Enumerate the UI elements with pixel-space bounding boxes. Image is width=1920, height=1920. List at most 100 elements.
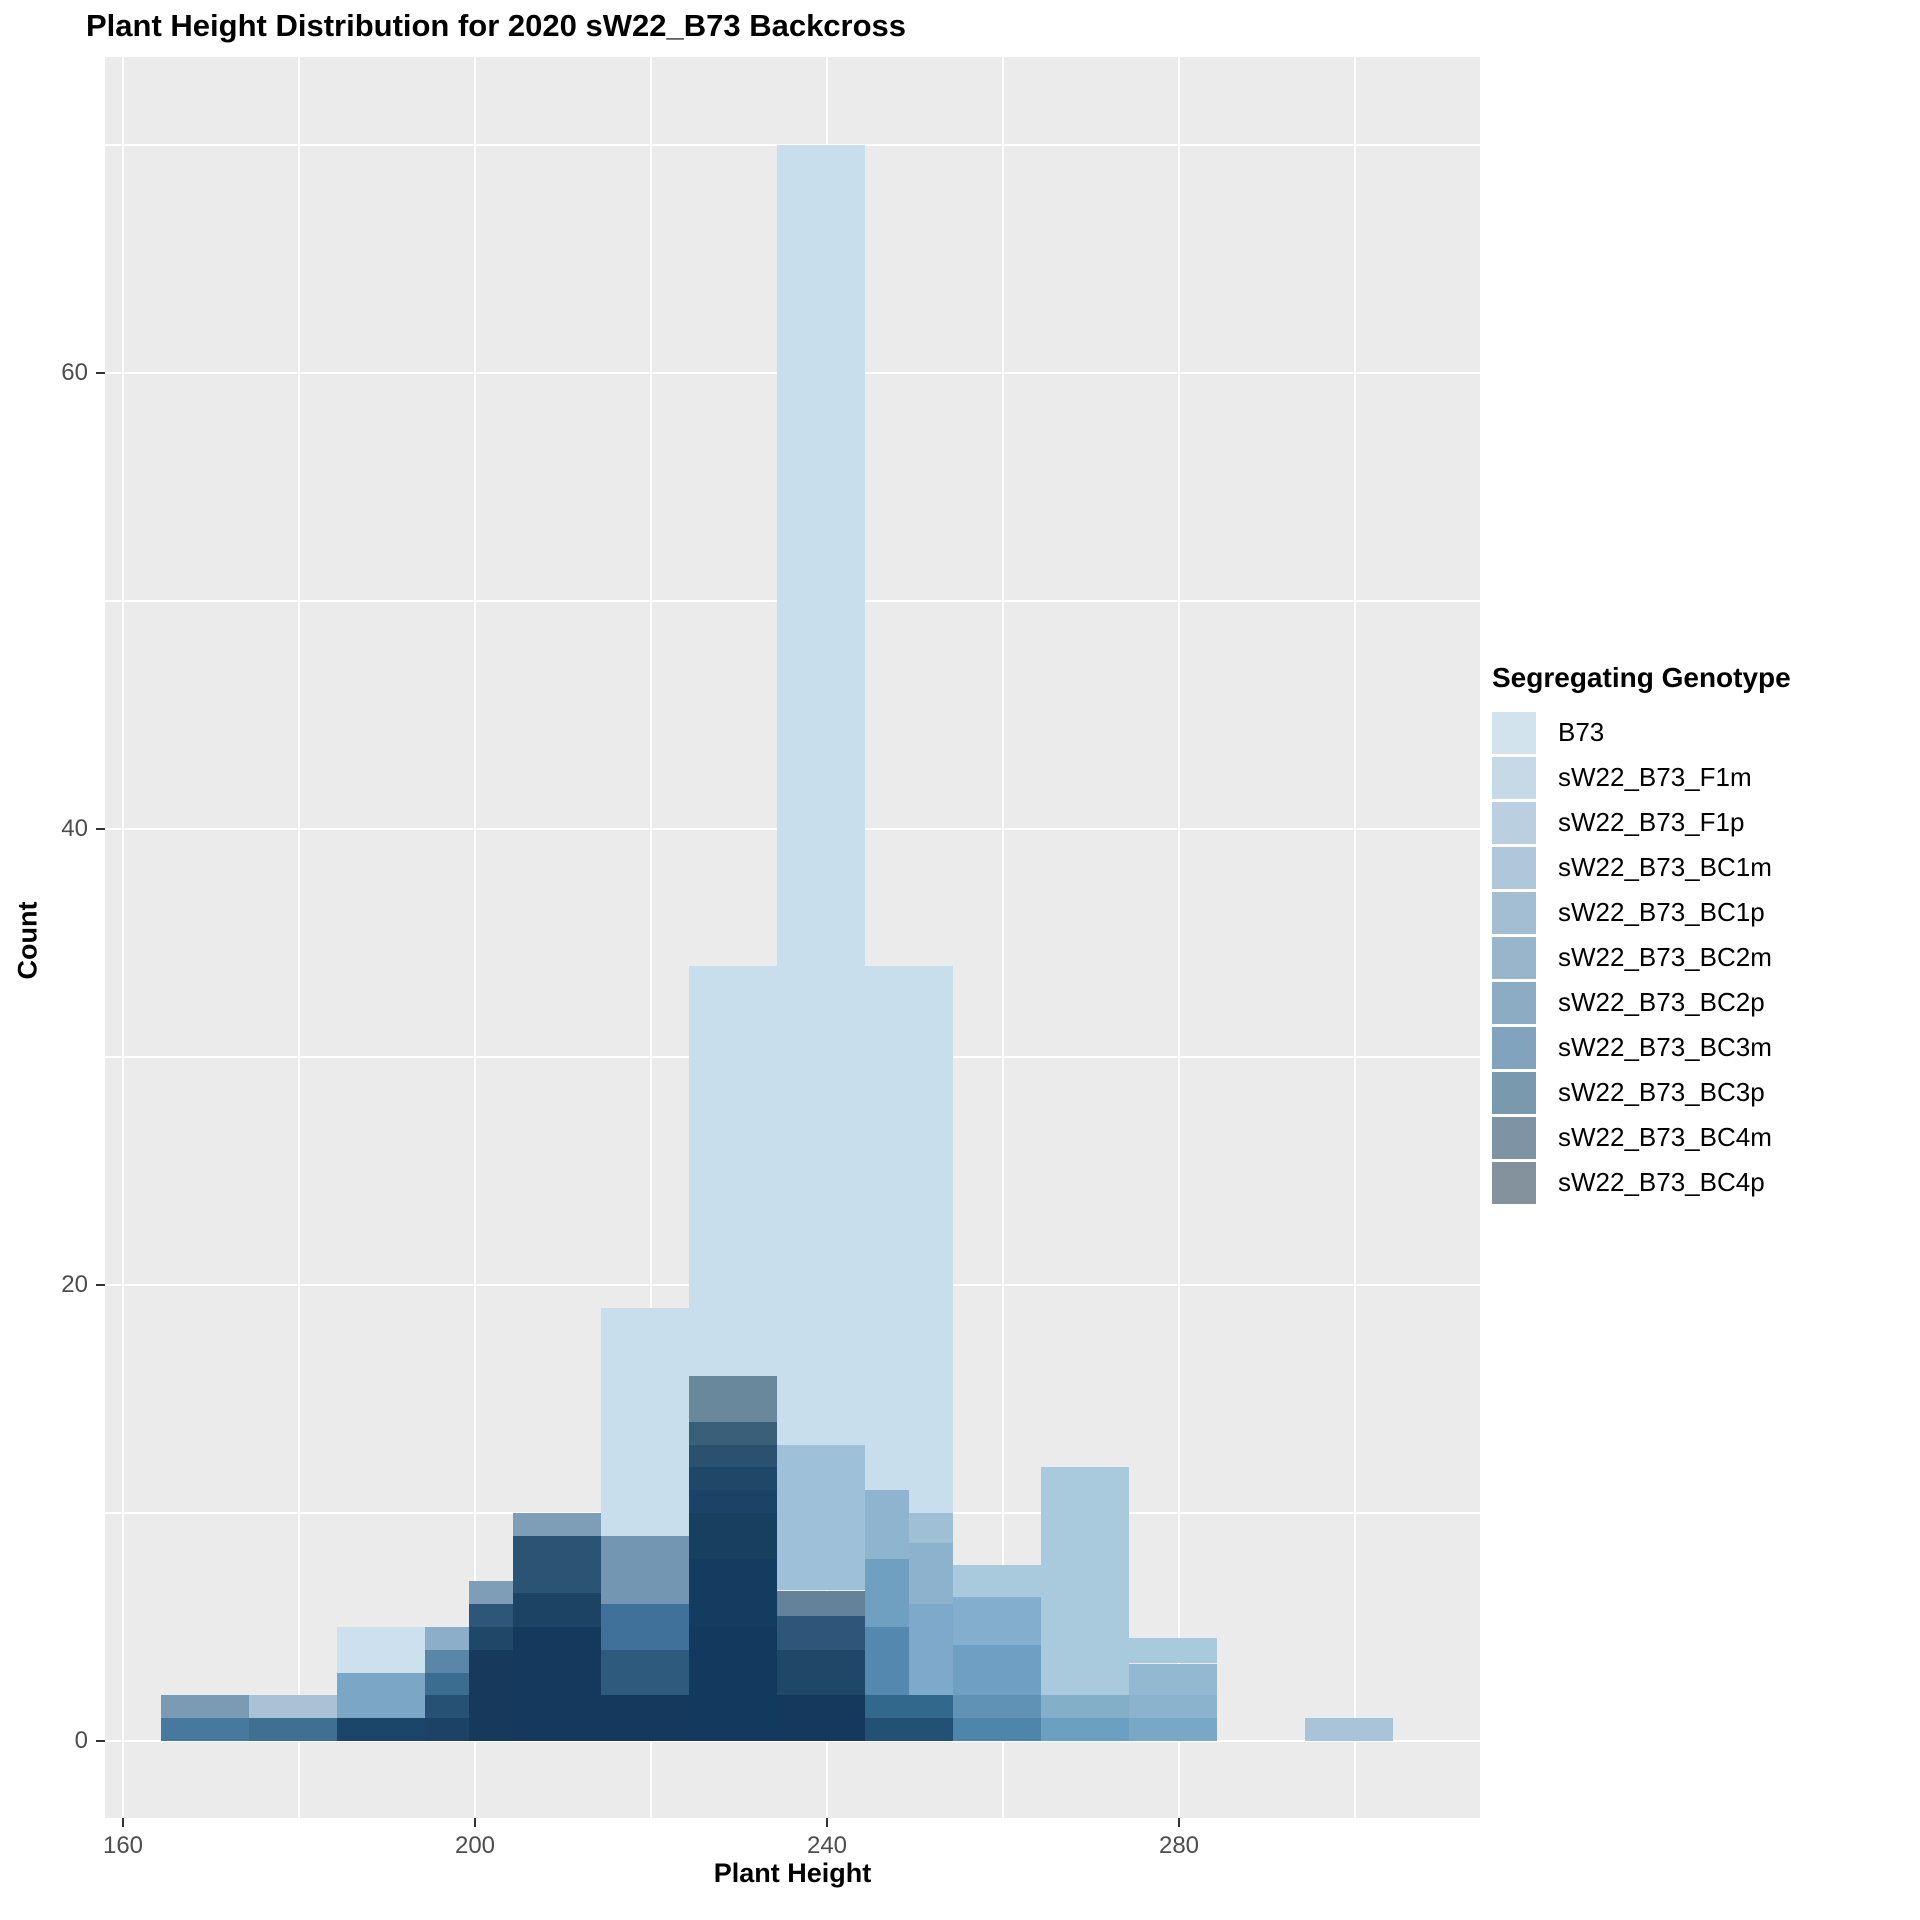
bar-segment-x265 bbox=[1041, 1695, 1085, 1719]
bar-segment-x240 bbox=[821, 1649, 865, 1696]
bar-segment-x250 bbox=[909, 1718, 953, 1741]
bar-segment-x275 bbox=[1129, 1718, 1173, 1741]
bar-segment-x175 bbox=[249, 1695, 293, 1719]
bar-segment-x250 bbox=[909, 1542, 953, 1605]
bar-segment-x180 bbox=[293, 1695, 337, 1719]
bar-segment-x250 bbox=[909, 965, 953, 1513]
bar-segment-x215 bbox=[601, 1695, 645, 1741]
bar-segment-x235 bbox=[777, 1695, 821, 1741]
bar-segment-x235 bbox=[777, 1444, 821, 1591]
bar-segment-x230 bbox=[733, 1467, 777, 1491]
legend-item-B73: B73 bbox=[1492, 710, 1916, 755]
legend-label: sW22_B73_F1p bbox=[1558, 807, 1745, 837]
bar-segment-x220 bbox=[645, 1307, 689, 1536]
bar-segment-x255 bbox=[953, 1718, 997, 1741]
gridline-x-minor-260 bbox=[1002, 57, 1004, 1818]
x-tick-label-240: 240 bbox=[806, 1832, 848, 1859]
gridline-x-minor-300 bbox=[1354, 57, 1356, 1818]
bar-segment-x220 bbox=[645, 1649, 689, 1696]
bar-segment-x215 bbox=[601, 1535, 645, 1605]
bar-segment-x280 bbox=[1173, 1638, 1217, 1664]
bar-segment-x230 bbox=[733, 1558, 777, 1627]
y-tick-mark-0 bbox=[96, 1739, 105, 1743]
bar-segment-x260 bbox=[997, 1695, 1041, 1719]
bar-segment-x225 bbox=[689, 1513, 733, 1559]
legend-swatch-B73 bbox=[1492, 711, 1536, 754]
bar-segment-x270 bbox=[1085, 1695, 1129, 1719]
legend-label: sW22_B73_F1m bbox=[1558, 762, 1752, 792]
legend-item-sW22_B73_BC4m: sW22_B73_BC4m bbox=[1492, 1115, 1916, 1160]
bar-segment-x255 bbox=[953, 1645, 997, 1696]
x-tick-mark-280 bbox=[1177, 1818, 1181, 1827]
bar-segment-x180 bbox=[293, 1718, 337, 1741]
bar-segment-x230 bbox=[733, 1376, 777, 1422]
bar-segment-x215 bbox=[601, 1604, 645, 1650]
bar-segment-x225 bbox=[689, 1467, 733, 1491]
bar-segment-x200 bbox=[469, 1649, 513, 1741]
bar-segment-x260 bbox=[997, 1718, 1041, 1741]
bar-segment-x195 bbox=[425, 1718, 469, 1741]
bar-segment-x225 bbox=[689, 1627, 733, 1741]
bar-segment-x280 bbox=[1173, 1663, 1217, 1696]
bar-segment-x225 bbox=[689, 1376, 733, 1422]
legend-label: sW22_B73_BC1p bbox=[1558, 897, 1765, 927]
bar-segment-x280 bbox=[1173, 1695, 1217, 1719]
bar-segment-x185 bbox=[337, 1718, 381, 1741]
bar-segment-x225 bbox=[689, 1444, 733, 1468]
bar-segment-x260 bbox=[997, 1645, 1041, 1696]
bar-segment-x170 bbox=[205, 1695, 249, 1719]
bar-segment-x225 bbox=[689, 965, 733, 1377]
legend-swatch-sW22_B73_BC3p bbox=[1492, 1071, 1536, 1114]
bar-segment-x190 bbox=[381, 1627, 425, 1673]
legend-label: sW22_B73_BC2p bbox=[1558, 987, 1765, 1017]
bar-segment-x190 bbox=[381, 1672, 425, 1719]
bar-segment-x270 bbox=[1085, 1467, 1129, 1696]
legend-label: sW22_B73_BC1m bbox=[1558, 852, 1772, 882]
y-tick-label-20: 20 bbox=[61, 1271, 88, 1298]
legend-label: sW22_B73_BC4m bbox=[1558, 1122, 1772, 1152]
legend-swatch-sW22_B73_BC3m bbox=[1492, 1026, 1536, 1069]
bar-segment-x245 bbox=[865, 1695, 909, 1719]
bar-segment-x205 bbox=[513, 1592, 557, 1627]
bar-segment-x240 bbox=[821, 1615, 865, 1650]
bar-segment-x295 bbox=[1305, 1718, 1349, 1741]
legend-item-sW22_B73_BC4p: sW22_B73_BC4p bbox=[1492, 1160, 1916, 1205]
bar-segment-x255 bbox=[953, 1597, 997, 1646]
legend-item-sW22_B73_BC2p: sW22_B73_BC2p bbox=[1492, 980, 1916, 1025]
legend-item-sW22_B73_F1m: sW22_B73_F1m bbox=[1492, 755, 1916, 800]
bar-segment-x265 bbox=[1041, 1467, 1085, 1696]
bar-segment-x245 bbox=[865, 1627, 909, 1696]
bar-segment-x200 bbox=[469, 1604, 513, 1627]
x-tick-mark-240 bbox=[825, 1818, 829, 1827]
legend-swatch-sW22_B73_F1p bbox=[1492, 801, 1536, 844]
bar-segment-x210 bbox=[557, 1592, 601, 1627]
bar-segment-x235 bbox=[777, 1590, 821, 1616]
legend-label: B73 bbox=[1558, 717, 1605, 747]
bar-segment-x240 bbox=[821, 1590, 865, 1616]
legend-item-sW22_B73_F1p: sW22_B73_F1p bbox=[1492, 800, 1916, 845]
bar-segment-x170 bbox=[205, 1718, 249, 1741]
bar-segment-x300 bbox=[1349, 1718, 1393, 1741]
bar-segment-x245 bbox=[865, 1558, 909, 1627]
bar-segment-x250 bbox=[909, 1695, 953, 1719]
bar-segment-x260 bbox=[997, 1565, 1041, 1598]
bar-segment-x230 bbox=[733, 1444, 777, 1468]
bar-segment-x260 bbox=[997, 1597, 1041, 1646]
gridline-x-minor-180 bbox=[298, 57, 300, 1818]
bar-segment-x250 bbox=[909, 1513, 953, 1543]
x-tick-label-280: 280 bbox=[1158, 1832, 1200, 1859]
bar-segment-x240 bbox=[821, 1444, 865, 1591]
bar-segment-x255 bbox=[953, 1565, 997, 1598]
bar-segment-x185 bbox=[337, 1672, 381, 1719]
bar-segment-x275 bbox=[1129, 1663, 1173, 1696]
bar-segment-x205 bbox=[513, 1627, 557, 1741]
bar-segment-x195 bbox=[425, 1695, 469, 1719]
chart-title: Plant Height Distribution for 2020 sW22_… bbox=[86, 8, 907, 43]
legend-swatch-sW22_B73_BC2p bbox=[1492, 981, 1536, 1024]
bar-segment-x245 bbox=[865, 1718, 909, 1741]
legend-swatch-sW22_B73_BC4m bbox=[1492, 1116, 1536, 1159]
bar-segment-x195 bbox=[425, 1627, 469, 1650]
bar-segment-x245 bbox=[865, 1490, 909, 1559]
legend-swatch-sW22_B73_BC1p bbox=[1492, 891, 1536, 934]
